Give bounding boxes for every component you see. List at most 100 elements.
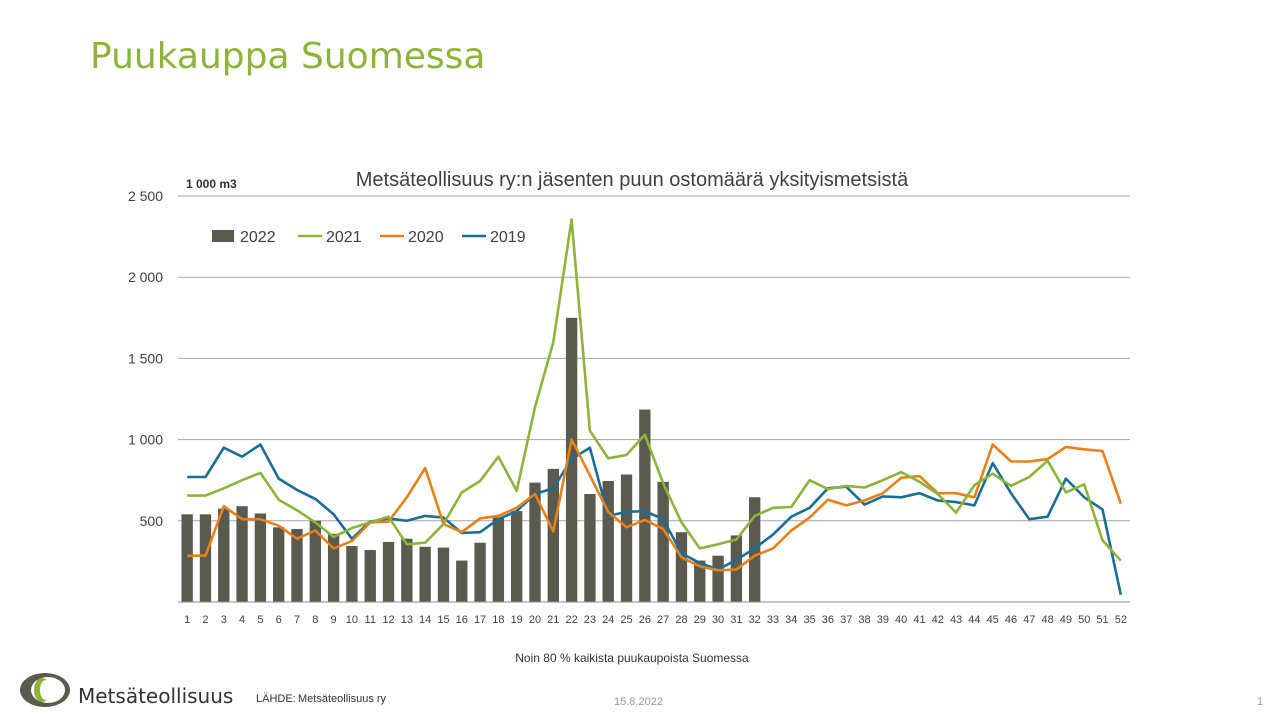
brand-name: Metsäteollisuus [78, 684, 234, 708]
company-logo-icon [20, 673, 70, 707]
source-value: Metsäteollisuus ry [298, 693, 387, 705]
legend-label-2020: 2020 [408, 229, 444, 246]
x-tick-label: 8 [312, 614, 318, 626]
x-tick-label: 35 [803, 614, 815, 626]
line-2021 [187, 218, 1122, 562]
x-tick-label: 20 [529, 614, 541, 626]
page-number: 1 [1257, 696, 1264, 708]
bar-2022 [712, 555, 724, 602]
bar-2022 [584, 494, 596, 602]
legend-swatch-2022 [212, 230, 234, 242]
y-tick-label: 2 500 [128, 188, 163, 204]
x-tick-label: 19 [511, 614, 523, 626]
bar-series-2022 [181, 317, 761, 602]
x-tick-label: 38 [858, 614, 870, 626]
legend-label-2022: 2022 [240, 229, 276, 246]
x-tick-label: 25 [620, 614, 632, 626]
x-tick-label: 27 [657, 614, 669, 626]
x-tick-label: 12 [382, 614, 394, 626]
x-tick-label: 15 [437, 614, 449, 626]
x-tick-label: 18 [492, 614, 504, 626]
x-tick-label: 31 [730, 614, 742, 626]
chart-title: Metsäteollisuus ry:n jäsenten puun ostom… [356, 169, 909, 191]
bar-2022 [309, 520, 321, 602]
bar-2022 [419, 546, 431, 602]
x-tick-label: 33 [767, 614, 779, 626]
y-tick-label: 500 [140, 513, 164, 529]
x-tick-label: 41 [913, 614, 925, 626]
bar-2022 [474, 542, 486, 602]
x-tick-label: 30 [712, 614, 724, 626]
x-tick-label: 17 [474, 614, 486, 626]
x-tick-label: 39 [877, 614, 889, 626]
bar-2022 [401, 538, 413, 602]
x-tick-label: 11 [365, 614, 376, 626]
bar-2022 [254, 513, 267, 602]
line-series [187, 218, 1123, 595]
legend-label-2019: 2019 [490, 229, 526, 246]
line-2020 [187, 438, 1123, 572]
x-tick-label: 45 [987, 614, 999, 626]
x-tick-label: 40 [895, 614, 907, 626]
x-tick-label: 43 [950, 614, 962, 626]
bar-2022 [218, 508, 230, 602]
bar-2022 [456, 560, 468, 602]
line-2019 [187, 443, 1123, 595]
x-tick-label: 29 [694, 614, 706, 626]
x-tick-label: 47 [1023, 614, 1035, 626]
x-tick-label: 3 [221, 614, 227, 626]
x-tick-label: 1 [184, 614, 190, 626]
x-tick-label: 51 [1096, 614, 1108, 626]
x-tick-label: 22 [565, 614, 577, 626]
bar-2022 [199, 514, 212, 602]
bar-2022 [364, 550, 376, 602]
x-tick-label: 36 [822, 614, 834, 626]
x-tick-label: 50 [1078, 614, 1090, 626]
bar-2022 [236, 506, 248, 602]
footer-date: 15.8.2022 [614, 696, 663, 708]
bar-2022 [327, 533, 340, 602]
bar-2022 [694, 560, 706, 602]
bar-2022 [511, 511, 523, 602]
x-tick-label: 42 [932, 614, 944, 626]
y-unit-label: 1 000 m3 [186, 177, 237, 191]
bar-2022 [529, 482, 541, 602]
bar-2022 [657, 481, 669, 602]
bar-2022 [291, 528, 303, 602]
x-tick-label: 28 [675, 614, 687, 626]
x-tick-label: 21 [547, 614, 559, 626]
bar-2022 [620, 474, 633, 602]
y-tick-label: 2 000 [128, 269, 163, 285]
x-axis-caption: Noin 80 % kaikista puukaupoista Suomessa [515, 651, 749, 665]
bar-2022 [346, 545, 358, 602]
bar-2022 [437, 547, 450, 602]
x-tick-label: 49 [1060, 614, 1072, 626]
legend-label-2021: 2021 [326, 229, 362, 246]
bar-2022 [602, 481, 614, 602]
chart-legend: 2022 2021 2020 2019 [212, 229, 526, 246]
x-tick-label: 23 [584, 614, 596, 626]
bar-2022 [273, 527, 285, 602]
x-tick-label: 48 [1041, 614, 1053, 626]
x-tick-label: 32 [749, 614, 761, 626]
bar-2022 [675, 532, 688, 602]
x-tick-label: 34 [785, 614, 797, 626]
x-tick-label: 44 [968, 614, 980, 626]
gridlines: 500 1 000 1 500 2 000 2 500 [128, 188, 1130, 529]
x-tick-label: 7 [294, 614, 300, 626]
bar-2022 [547, 468, 559, 602]
x-tick-label: 13 [401, 614, 413, 626]
bar-2022 [492, 517, 505, 602]
bar-2022 [639, 409, 651, 602]
bar-2022 [181, 514, 193, 602]
y-tick-label: 1 500 [128, 350, 163, 366]
x-tick-label: 37 [840, 614, 852, 626]
x-tick-label: 2 [202, 614, 208, 626]
x-tick-label: 9 [331, 614, 337, 626]
x-tick-label: 52 [1115, 614, 1127, 626]
x-tick-label: 5 [257, 614, 263, 626]
source-label: LÄHDE: [256, 693, 296, 705]
axes: 1 2 3 4 5 6 7 8 9 10 11 12 13 14 15 16 17 18 19 20 21 22 23 24 2… [178, 601, 1130, 626]
x-tick-label: 10 [346, 614, 358, 626]
